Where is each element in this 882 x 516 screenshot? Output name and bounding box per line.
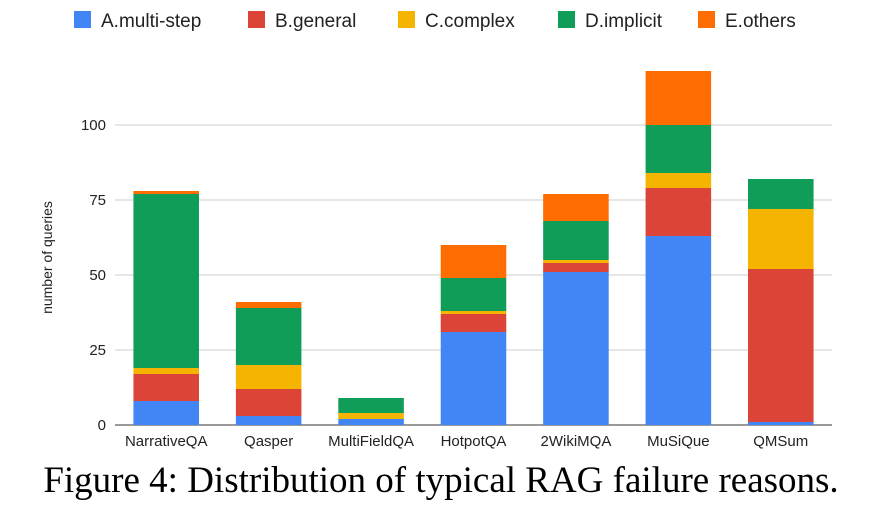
bar-segment <box>543 194 609 221</box>
x-tick-label: HotpotQA <box>441 433 507 450</box>
bar-segment <box>440 245 507 278</box>
bar-segment <box>338 398 404 413</box>
bar-segment <box>133 374 199 401</box>
y-tick-label: 100 <box>81 117 106 134</box>
y-axis-label: number of queries <box>39 201 55 314</box>
bar-segment <box>543 260 609 263</box>
bar-segment <box>645 71 712 125</box>
bar-segment <box>440 314 507 332</box>
bar-segment <box>645 125 712 173</box>
bar-segment <box>645 236 712 425</box>
y-tick-label: 0 <box>98 417 106 434</box>
bar-segment <box>645 173 712 188</box>
bar-segment <box>748 269 814 422</box>
legend-label: C.complex <box>425 11 515 32</box>
legend-swatch <box>248 11 265 28</box>
legend-swatch <box>558 11 575 28</box>
bar-segment <box>133 368 199 374</box>
x-tick-label: Qasper <box>244 433 293 450</box>
bar-segment <box>748 422 814 425</box>
bars <box>133 71 814 425</box>
y-tick-label: 75 <box>89 192 106 209</box>
legend-label: D.implicit <box>585 11 663 32</box>
x-tick-labels: NarrativeQA Qasper MultiFieldQA HotpotQA 2Wi… <box>125 433 808 450</box>
x-tick-label: QMSum <box>753 433 808 450</box>
bar-segment <box>543 263 609 272</box>
bar-segment <box>133 191 199 194</box>
y-tick-labels: 0 25 50 75 100 <box>81 117 106 434</box>
x-tick-label: 2WikiMQA <box>541 433 612 450</box>
x-tick-label: MuSiQue <box>647 433 710 450</box>
bar-segment <box>338 419 404 425</box>
bar-segment <box>133 401 199 425</box>
bar-segment <box>235 416 302 425</box>
legend-label: A.multi-step <box>101 11 201 32</box>
y-tick-label: 50 <box>89 267 106 284</box>
bar-segment <box>235 365 302 389</box>
bar-segment <box>440 278 507 311</box>
legend: A.multi-step B.general C.complex D.implicit… <box>74 11 796 32</box>
bar-segment <box>440 332 507 425</box>
legend-label: B.general <box>275 11 356 32</box>
y-tick-label: 25 <box>89 342 106 359</box>
legend-swatch <box>74 11 91 28</box>
bar-segment <box>543 272 609 425</box>
bar-segment <box>235 308 302 365</box>
bar-segment <box>645 188 712 236</box>
legend-label: E.others <box>725 11 796 32</box>
x-tick-label: MultiFieldQA <box>328 433 414 450</box>
x-tick-label: NarrativeQA <box>125 433 208 450</box>
legend-swatch <box>398 11 415 28</box>
stacked-bar-chart: NarrativeQA Qasper MultiFieldQA HotpotQA 2Wi… <box>39 11 832 450</box>
bar-segment <box>543 221 609 260</box>
bar-segment <box>133 194 199 368</box>
figure-caption: Figure 4: Distribution of typical RAG fa… <box>43 460 839 501</box>
legend-swatch <box>698 11 715 28</box>
bar-segment <box>338 413 404 419</box>
bar-segment <box>748 179 814 209</box>
bar-segment <box>748 209 814 269</box>
bar-segment <box>235 389 302 416</box>
bar-segment <box>440 311 507 314</box>
bar-segment <box>235 302 302 308</box>
